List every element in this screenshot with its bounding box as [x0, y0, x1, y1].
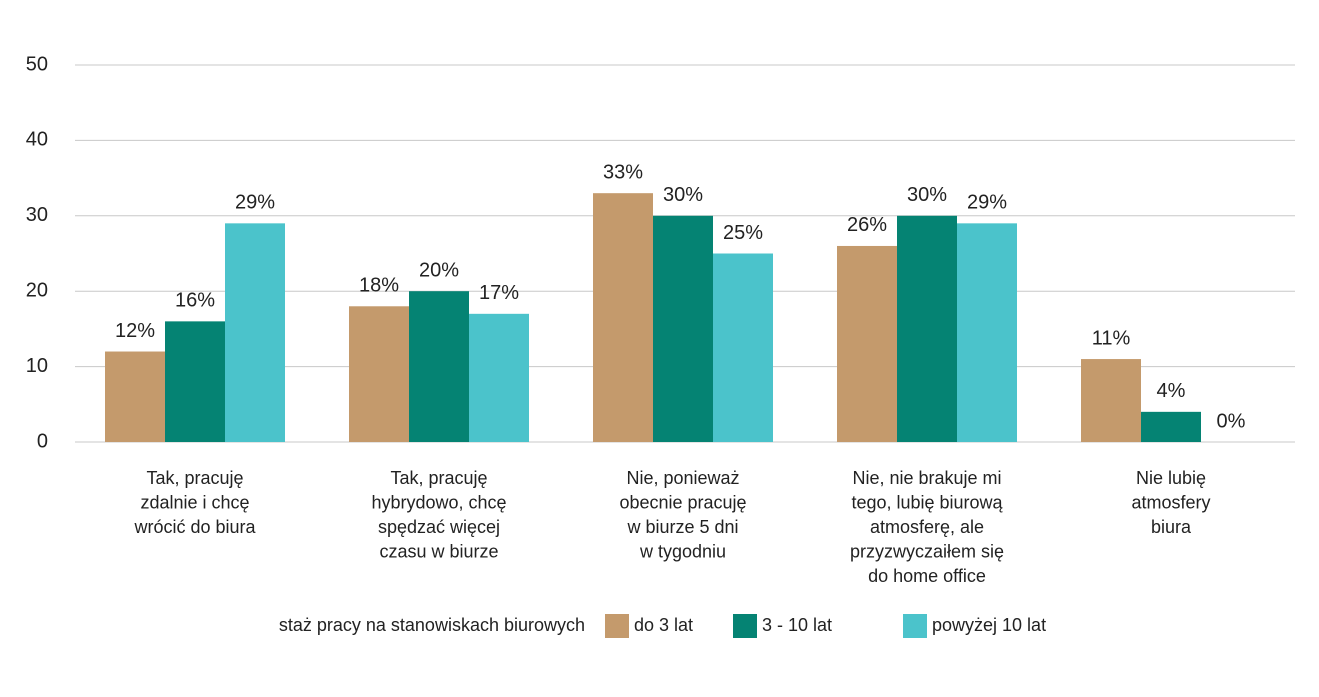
x-tick-label: Nie, ponieważ — [626, 468, 739, 488]
x-tick-label: Nie lubię — [1136, 468, 1206, 488]
x-tick-label: Tak, pracuję — [146, 468, 243, 488]
bar — [349, 306, 409, 442]
bar — [957, 223, 1017, 442]
x-tick-label: biura — [1151, 517, 1192, 537]
value-label: 16% — [175, 290, 215, 312]
value-label: 25% — [723, 222, 763, 244]
x-tick-label: przyzwyczaiłem się — [850, 541, 1004, 561]
x-tick-label: w biurze 5 dni — [626, 517, 738, 537]
value-label: 20% — [419, 259, 459, 281]
x-tick-label: tego, lubię biurową — [851, 492, 1003, 512]
value-label: 12% — [115, 320, 155, 342]
bar — [225, 223, 285, 442]
bar — [837, 245, 897, 442]
x-tick-label: hybrydowo, chcę — [371, 492, 506, 512]
value-label: 29% — [967, 192, 1007, 214]
x-tick-label: atmosfery — [1131, 492, 1210, 512]
value-label: 26% — [847, 214, 887, 236]
bar — [165, 321, 225, 442]
value-label: 30% — [663, 184, 703, 206]
y-tick-label: 20 — [26, 279, 48, 301]
x-tick-label: wrócić do biura — [133, 517, 256, 537]
value-label: 33% — [603, 161, 643, 183]
x-tick-label: czasu w biurze — [379, 541, 498, 561]
legend-label: 3 - 10 lat — [762, 615, 832, 635]
value-label: 0% — [1217, 410, 1246, 432]
x-tick-label: Tak, pracuję — [390, 468, 487, 488]
value-label: 29% — [235, 192, 275, 214]
bar — [105, 351, 165, 442]
legend-swatch — [605, 614, 629, 638]
x-tick-label: atmosferę, ale — [870, 517, 984, 537]
x-tick-label: do home office — [868, 566, 986, 586]
y-tick-label: 40 — [26, 129, 48, 151]
y-tick-label: 30 — [26, 204, 48, 226]
x-tick-label: spędzać więcej — [378, 517, 500, 537]
legend-title: staż pracy na stanowiskach biurowych — [279, 615, 585, 635]
legend-label: powyżej 10 lat — [932, 615, 1046, 635]
y-tick-label: 0 — [37, 430, 48, 452]
bar — [713, 253, 773, 442]
bar — [409, 291, 469, 442]
x-tick-label: zdalnie i chcę — [140, 492, 249, 512]
x-tick-label: w tygodniu — [639, 541, 726, 561]
x-tick-label: obecnie pracuję — [619, 492, 746, 512]
value-label: 30% — [907, 184, 947, 206]
legend-swatch — [733, 614, 757, 638]
y-tick-label: 10 — [26, 355, 48, 377]
legend-swatch — [903, 614, 927, 638]
bar — [897, 215, 957, 442]
bar — [653, 215, 713, 442]
value-label: 18% — [359, 275, 399, 297]
bar — [1141, 411, 1201, 442]
value-label: 4% — [1157, 380, 1186, 402]
bar — [593, 193, 653, 442]
legend-label: do 3 lat — [634, 615, 693, 635]
y-tick-label: 50 — [26, 53, 48, 75]
value-label: 11% — [1092, 327, 1131, 349]
x-tick-label: Nie, nie brakuje mi — [852, 468, 1001, 488]
bar — [469, 313, 529, 442]
value-label: 17% — [479, 282, 519, 304]
bar — [1081, 359, 1141, 442]
